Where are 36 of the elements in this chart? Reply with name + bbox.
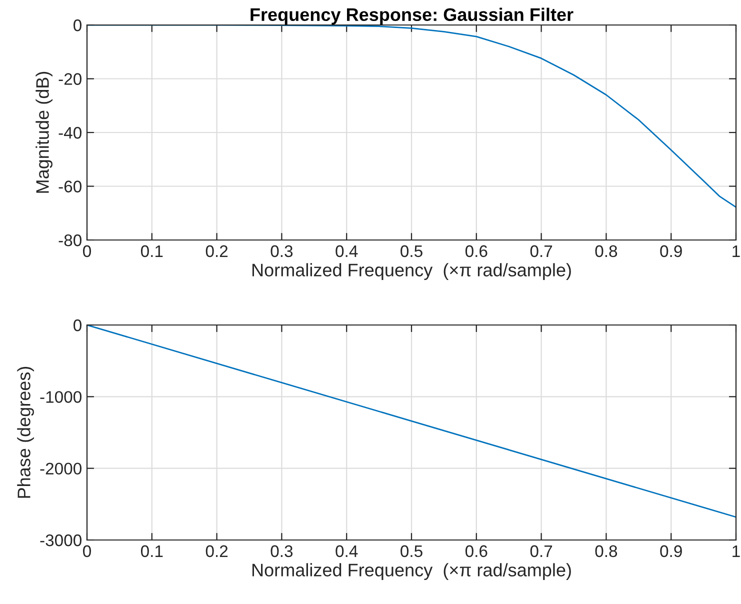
- x-tick-label: 0.8: [595, 545, 618, 558]
- y-tick-label: -40: [58, 126, 82, 139]
- y-tick-label: -60: [58, 180, 82, 192]
- x-tick-label: 0.2: [206, 245, 228, 258]
- y-tick-label: -20: [58, 73, 82, 85]
- y-tick-label: -1000: [40, 391, 82, 403]
- x-tick-label: 0.7: [530, 245, 552, 258]
- x-tick-label: 0.9: [660, 545, 682, 558]
- y-tick-label: 0: [74, 319, 82, 332]
- x-tick-label: 1: [732, 245, 740, 257]
- x-tick-label: 0.6: [465, 545, 488, 558]
- x-axis-title: Normalized Frequency (×π rad/sample): [252, 563, 571, 580]
- x-tick-label: 0.7: [530, 545, 552, 558]
- x-axis-title: Normalized Frequency (×π rad/sample): [252, 263, 571, 280]
- x-tick-label: 0.4: [336, 545, 358, 558]
- y-tick-label: 0: [74, 19, 82, 32]
- x-tick-label: 0.5: [400, 545, 422, 558]
- y-tick-label: -2000: [40, 462, 82, 475]
- x-tick-label: 0.2: [206, 545, 228, 558]
- chart-title: Frequency Response: Gaussian Filter: [250, 8, 574, 25]
- x-tick-label: 0.1: [140, 545, 163, 558]
- x-tick-label: 0: [83, 545, 91, 558]
- x-tick-label: 0.1: [140, 245, 163, 258]
- y-axis-title: Phase (degrees): [17, 366, 34, 498]
- x-tick-label: 0.4: [336, 245, 358, 258]
- x-tick-label: 0.5: [400, 245, 422, 258]
- y-tick-label: -80: [58, 234, 82, 246]
- x-tick-label: 0.6: [465, 245, 488, 258]
- y-tick-label: -3000: [40, 534, 82, 546]
- x-tick-label: 0.3: [270, 245, 293, 258]
- x-tick-label: 1: [732, 545, 740, 557]
- x-tick-label: 0.3: [270, 545, 293, 558]
- x-tick-label: 0.8: [595, 245, 618, 258]
- x-tick-label: 0: [83, 245, 91, 258]
- x-tick-label: 0.9: [660, 245, 682, 258]
- y-axis-title: Magnitude (dB): [36, 72, 52, 193]
